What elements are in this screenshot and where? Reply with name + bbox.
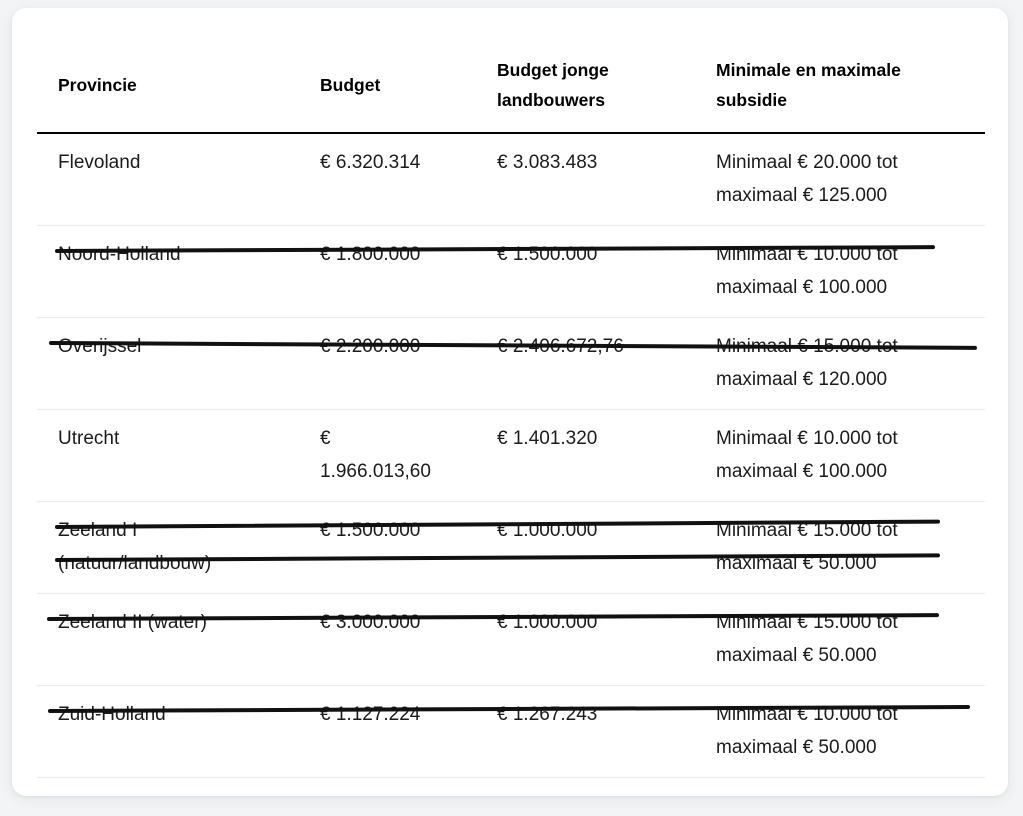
table-row: Noord-Holland € 1.800.000 € 1.500.000 Minim… (37, 225, 985, 318)
cell-budget-jonge-landbouwers: € 2.406.672,76 (497, 317, 716, 410)
cell-budget: € 1.966.013,60 (320, 409, 497, 502)
table-header-row: Provincie Budget Budget jonge landbouwer… (37, 46, 985, 134)
header-provincie: Provincie (37, 46, 320, 134)
cell-budget: € 1.127.224 (320, 685, 497, 778)
table-row: Utrecht € 1.966.013,60 € 1.401.320 Minimaal… (37, 409, 985, 502)
cell-budget: € 6.320.314 (320, 133, 497, 226)
table-row: Zuid-Holland € 1.127.224 € 1.267.243 Minima… (37, 685, 985, 778)
cell-min-max-subsidie: Minimaal € 15.000 tot maximaal € 120.000 (716, 317, 985, 410)
cell-provincie: Zuid-Holland (37, 685, 320, 778)
cell-min-max-subsidie: Minimaal € 10.000 tot maximaal € 100.000 (716, 409, 985, 502)
cell-provincie: Zeeland II (water) (37, 593, 320, 686)
cell-provincie: Noord-Holland (37, 225, 320, 318)
cell-provincie: Utrecht (37, 409, 320, 502)
cell-min-max-subsidie: Minimaal € 20.000 tot maximaal € 125.000 (716, 133, 985, 226)
cell-budget: € 1.800.000 (320, 225, 497, 318)
cell-budget: € 1.500.000 (320, 501, 497, 594)
cell-budget-jonge-landbouwers: € 1.401.320 (497, 409, 716, 502)
cell-min-max-subsidie: Minimaal € 15.000 tot maximaal € 50.000 (716, 501, 985, 594)
cell-budget-jonge-landbouwers: € 3.083.483 (497, 133, 716, 226)
header-budget: Budget (320, 46, 497, 134)
cell-provincie: Flevoland (37, 133, 320, 226)
cell-min-max-subsidie: Minimaal € 15.000 tot maximaal € 50.000 (716, 593, 985, 686)
cell-budget-jonge-landbouwers: € 1.000.000 (497, 501, 716, 594)
table-row: Zeeland I (natuur/landbouw) € 1.500.000 € … (37, 501, 985, 594)
content-card: Provincie Budget Budget jonge landbouwer… (12, 8, 1008, 796)
cell-budget-jonge-landbouwers: € 1.500.000 (497, 225, 716, 318)
table-row: Flevoland € 6.320.314 € 3.083.483 Minimaal … (37, 133, 985, 226)
header-budget-jonge-landbouwers: Budget jonge landbouwers (497, 46, 716, 134)
cell-budget-jonge-landbouwers: € 1.000.000 (497, 593, 716, 686)
subsidy-table: Provincie Budget Budget jonge landbouwer… (37, 46, 985, 778)
subsidy-table-container: Provincie Budget Budget jonge landbouwer… (37, 46, 985, 778)
cell-budget: € 2.200.000 (320, 317, 497, 410)
cell-budget: € 3.000.000 (320, 593, 497, 686)
cell-provincie: Zeeland I (natuur/landbouw) (37, 501, 320, 594)
cell-min-max-subsidie: Minimaal € 10.000 tot maximaal € 50.000 (716, 685, 985, 778)
table-row: Overijssel € 2.200.000 € 2.406.672,76 Minim… (37, 317, 985, 410)
cell-provincie: Overijssel (37, 317, 320, 410)
table-row: Zeeland II (water) € 3.000.000 € 1.000.000… (37, 593, 985, 686)
cell-min-max-subsidie: Minimaal € 10.000 tot maximaal € 100.000 (716, 225, 985, 318)
cell-budget-jonge-landbouwers: € 1.267.243 (497, 685, 716, 778)
header-minimale-maximale-subsidie: Minimale en maximale subsidie (716, 46, 985, 134)
